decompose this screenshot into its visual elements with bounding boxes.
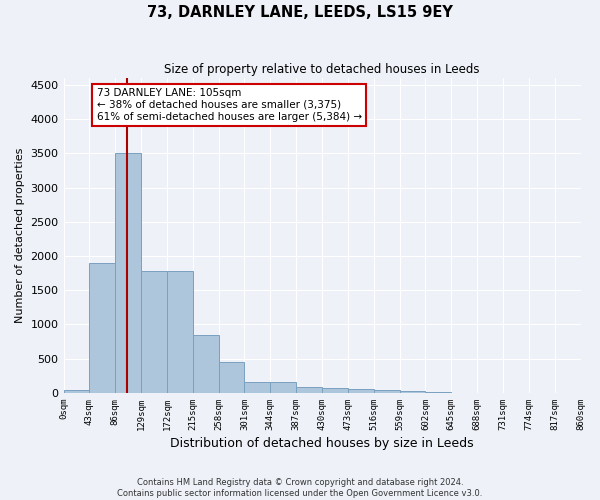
Bar bbox=[64, 390, 89, 393]
Bar bbox=[218, 362, 244, 393]
Bar bbox=[271, 382, 296, 393]
X-axis label: Distribution of detached houses by size in Leeds: Distribution of detached houses by size … bbox=[170, 437, 474, 450]
Bar bbox=[322, 388, 348, 393]
Bar bbox=[400, 390, 425, 393]
Bar bbox=[425, 392, 451, 393]
Text: 73, DARNLEY LANE, LEEDS, LS15 9EY: 73, DARNLEY LANE, LEEDS, LS15 9EY bbox=[147, 5, 453, 20]
Bar bbox=[141, 271, 167, 393]
Title: Size of property relative to detached houses in Leeds: Size of property relative to detached ho… bbox=[164, 62, 480, 76]
Bar bbox=[296, 387, 322, 393]
Bar bbox=[374, 390, 400, 393]
Bar bbox=[167, 271, 193, 393]
Bar bbox=[348, 389, 374, 393]
Bar bbox=[193, 335, 218, 393]
Y-axis label: Number of detached properties: Number of detached properties bbox=[15, 148, 25, 323]
Bar bbox=[244, 382, 271, 393]
Text: 73 DARNLEY LANE: 105sqm
← 38% of detached houses are smaller (3,375)
61% of semi: 73 DARNLEY LANE: 105sqm ← 38% of detache… bbox=[97, 88, 362, 122]
Bar bbox=[115, 154, 141, 393]
Text: Contains HM Land Registry data © Crown copyright and database right 2024.
Contai: Contains HM Land Registry data © Crown c… bbox=[118, 478, 482, 498]
Bar bbox=[89, 263, 115, 393]
